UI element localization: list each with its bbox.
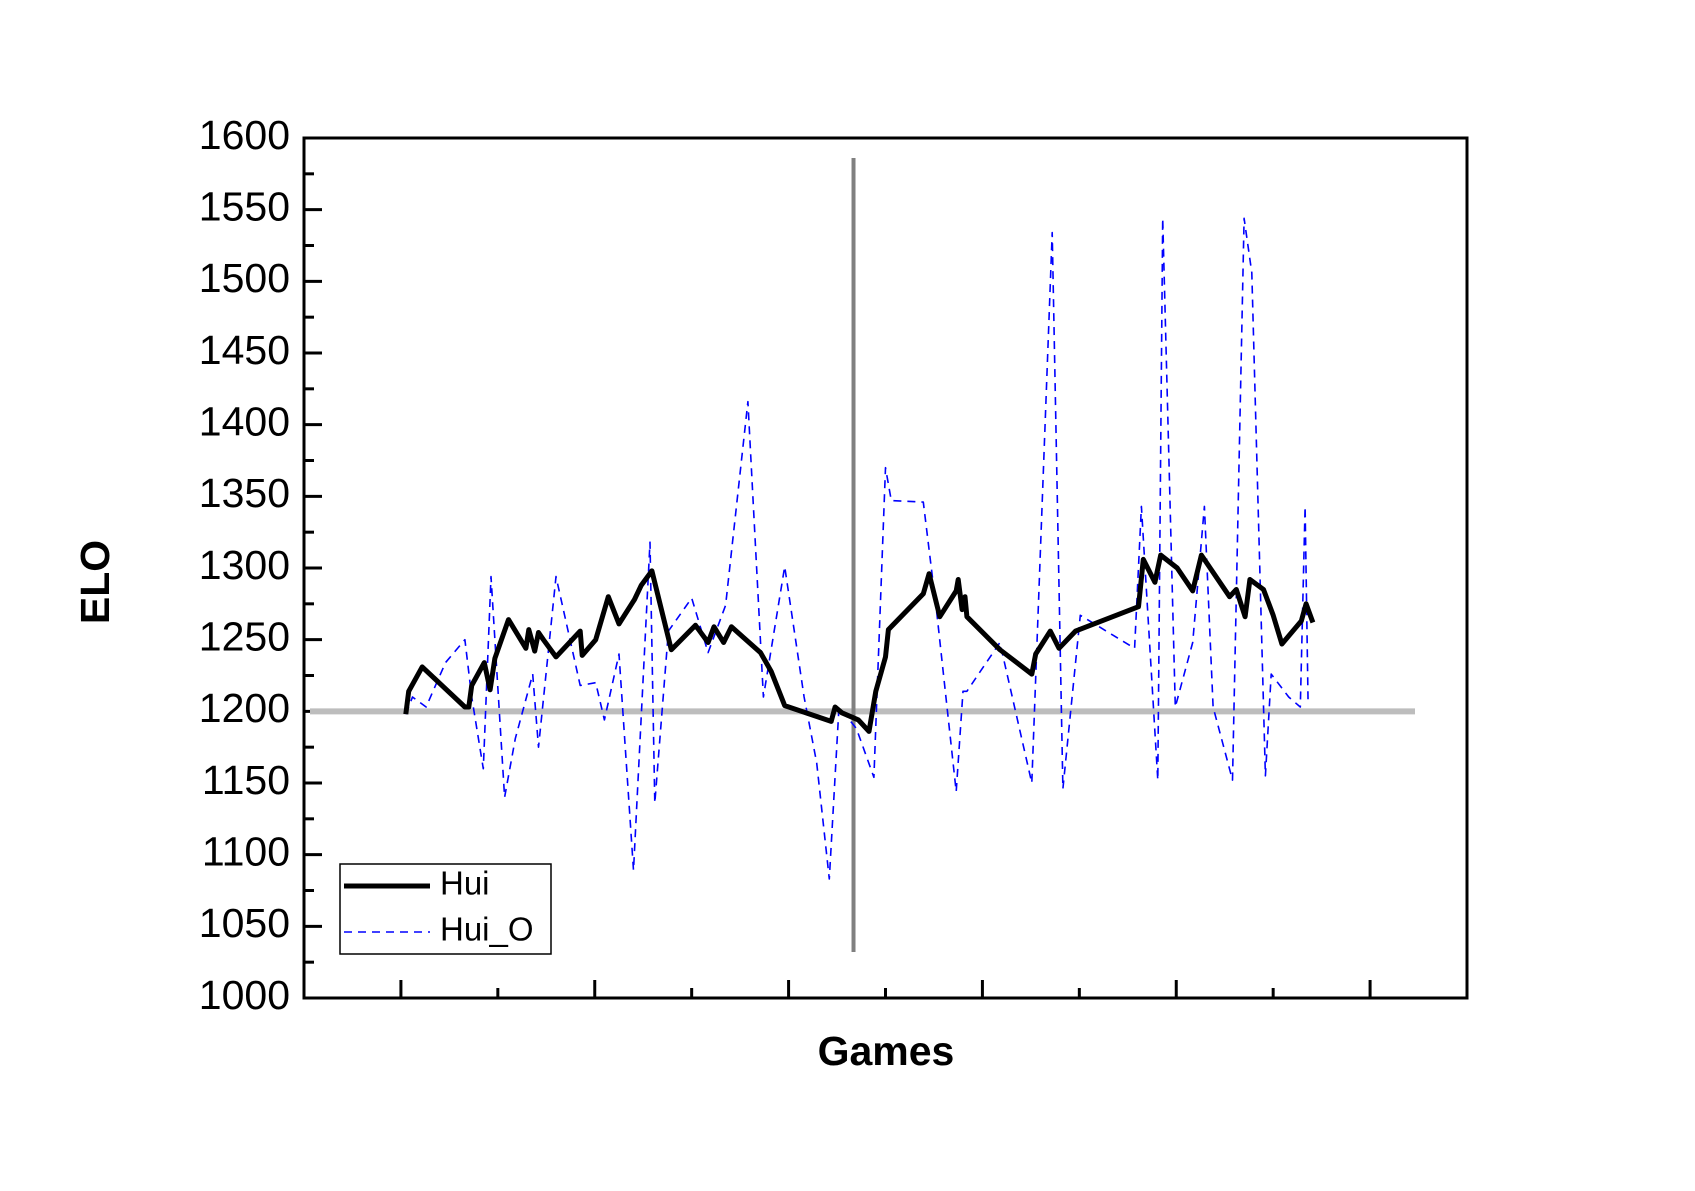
y-tick-label: 1200 [199, 685, 290, 731]
series-line [403, 552, 1316, 734]
legend: Hui Hui_O [339, 863, 552, 955]
y-tick-label: 1400 [199, 398, 290, 444]
y-tick-label: 1300 [199, 542, 290, 588]
y-tick-label: 1350 [199, 470, 290, 516]
y-axis-label: ELO [72, 540, 118, 624]
x-axis-label: Games [818, 1028, 955, 1074]
legend-box [339, 863, 552, 955]
y-tick-label: 1550 [199, 183, 290, 229]
y-tick-label: 1450 [199, 327, 290, 373]
y-tick-label: 1050 [199, 900, 290, 946]
y-tick-label: 1250 [199, 613, 290, 659]
y-tick-label: 1150 [202, 757, 290, 803]
legend-label: Hui_O [440, 911, 534, 948]
y-tick-label: 1500 [199, 255, 290, 301]
legend-label: Hui [440, 865, 490, 902]
y-tick-label: 1100 [202, 828, 290, 874]
y-tick-label: 1600 [199, 112, 290, 158]
series-line [405, 217, 1309, 880]
y-tick-label: 1000 [199, 972, 290, 1018]
plot-frame [302, 136, 1469, 1000]
